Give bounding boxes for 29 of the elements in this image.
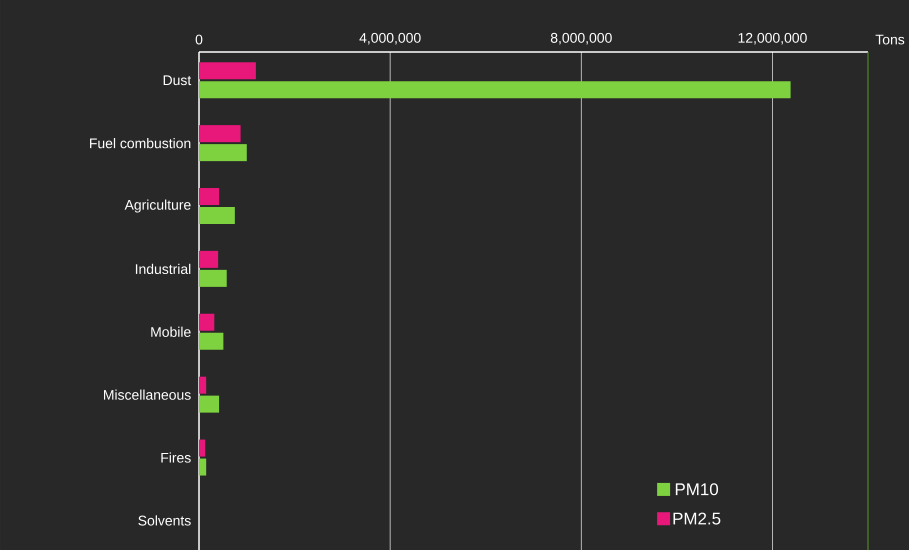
bar	[199, 332, 224, 350]
x-tick-label: 8,000,000	[550, 32, 612, 44]
x-tick-label: 12,000,000	[738, 32, 807, 44]
bar	[199, 188, 220, 206]
y-tick-label: Fires	[161, 452, 191, 463]
bar	[199, 62, 256, 80]
bar	[199, 458, 206, 476]
y-tick-label: Miscellaneous	[104, 390, 191, 400]
bar	[199, 144, 247, 162]
y-tick-label: Solvents	[138, 515, 191, 526]
x-tick-label: 4,000,000	[359, 32, 421, 44]
bar	[199, 376, 206, 394]
y-tick-label: Fuel combustion	[90, 138, 190, 148]
bar	[199, 125, 241, 142]
bar	[199, 440, 206, 457]
legend-label: PM10	[676, 483, 718, 496]
y-tick-label: Industrial	[136, 264, 190, 274]
bar	[199, 270, 227, 287]
bar	[199, 314, 214, 331]
legend-label: PM2.5	[673, 512, 720, 525]
bar	[199, 396, 220, 413]
x-axis-title: Tons	[876, 34, 904, 44]
bar	[199, 207, 235, 224]
x-tick-label: 0	[196, 34, 202, 44]
bar	[199, 81, 791, 98]
y-tick-label: Mobile	[151, 326, 191, 337]
y-tick-label: Agriculture	[124, 200, 191, 213]
bar	[199, 250, 218, 268]
y-tick-label: Dust	[164, 75, 192, 86]
